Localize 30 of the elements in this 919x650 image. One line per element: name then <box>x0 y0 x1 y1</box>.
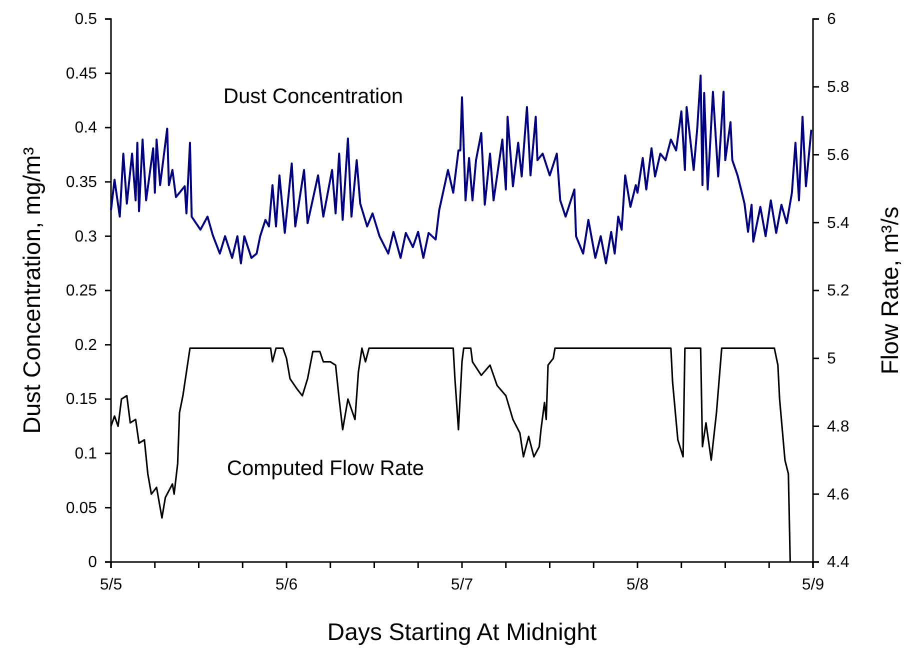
y2-tick-label: 5 <box>827 350 836 368</box>
y2-tick-label: 5.6 <box>827 146 850 164</box>
y2-tick-label: 4.8 <box>827 418 850 436</box>
y-tick-label: 0.45 <box>66 65 98 82</box>
y-tick-label: 0 <box>88 554 98 572</box>
y-tick-label: 0.25 <box>66 282 98 300</box>
y2-tick-label: 5.2 <box>827 282 850 300</box>
x-tick-label: 5/7 <box>450 576 474 594</box>
x-tick-label: 5/8 <box>626 576 649 594</box>
x-axis-title: Days Starting At Midnight <box>327 619 598 646</box>
y2-axis-title: Flow Rate, m³/s <box>877 206 904 375</box>
y2-tick-label: 5.4 <box>827 214 850 232</box>
x-tick-label: 5/6 <box>275 576 298 594</box>
y-tick-label: 0.1 <box>74 446 98 463</box>
x-tick-label: 5/9 <box>802 576 824 594</box>
text: Computed Flow Rate <box>226 457 424 480</box>
y2-tick-label: 5.8 <box>827 78 850 96</box>
y-tick-label: 0.15 <box>66 391 98 408</box>
y2-tick-label: 4.6 <box>827 486 850 504</box>
y2-tick-label: 4.4 <box>827 554 850 572</box>
y-tick-label: 0.5 <box>74 11 98 28</box>
y2-tick-label: 6 <box>827 11 836 28</box>
text: Dust Concentration <box>223 85 404 108</box>
y-tick-label: 0.3 <box>74 228 98 246</box>
y-tick-label: 0.05 <box>66 500 98 517</box>
y-tick-label: 0.4 <box>74 120 98 137</box>
y-tick-label: 0.2 <box>74 336 98 354</box>
y-axis-title: Dust Concentration, mg/m³ <box>19 147 46 434</box>
y-tick-label: 0.35 <box>66 174 98 192</box>
x-tick-label: 5/5 <box>100 576 122 594</box>
